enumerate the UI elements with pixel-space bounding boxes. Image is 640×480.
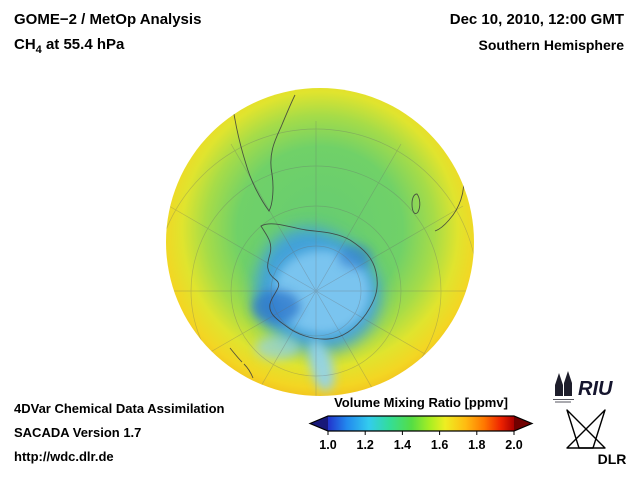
pressure-level: at 55.4 hPa [41,36,125,53]
tick-label: 1.8 [468,438,485,452]
dlr-logo: DLR [566,409,627,467]
colorbar-gradient [328,416,514,431]
species-symbol: CH [14,36,36,53]
hemisphere-map [166,88,474,396]
analysis-title: GOME−2 / MetOp Analysis [14,11,202,28]
coastline-antarctica [260,223,378,340]
coastline-new-zealand [229,347,254,379]
graticule [166,121,474,396]
tick-label: 1.0 [319,438,336,452]
species-level-title: CH4 at 55.4 hPa [14,36,124,56]
colorbar-right-arrow [514,416,532,431]
tick-label: 2.0 [505,438,522,452]
dlr-signet-icon [566,409,606,449]
dlr-text: DLR [598,451,627,467]
coastline-madagascar [411,193,421,215]
assimilation-label: 4DVar Chemical Data Assimilation [14,401,225,416]
colorbar-left-arrow [310,416,328,431]
cathedral-icon [555,371,572,396]
website-url: http://wdc.dlr.de [14,449,114,464]
colorbar-title: Volume Mixing Ratio [ppmv] [334,395,508,410]
hemisphere-label: Southern Hemisphere [478,37,624,53]
riu-text: RIU [578,378,613,400]
tick-label: 1.2 [357,438,374,452]
datetime-label: Dec 10, 2010, 12:00 GMT [449,11,624,28]
colorbar-tick-marks [327,431,515,435]
polar-vortex-low-ch4-region [252,227,381,391]
coastline-south-america [230,93,296,212]
species-subscript: 4 [35,44,42,56]
tick-label: 1.4 [394,438,411,452]
coastlines [229,93,465,379]
tick-label: 1.6 [431,438,448,452]
version-label: SACADA Version 1.7 [14,425,142,440]
riu-waves [553,399,574,403]
colorbar: Volume Mixing Ratio [ppmv] 1.0 1.2 1.4 1… [308,395,534,452]
riu-logo: RIU [553,371,613,403]
